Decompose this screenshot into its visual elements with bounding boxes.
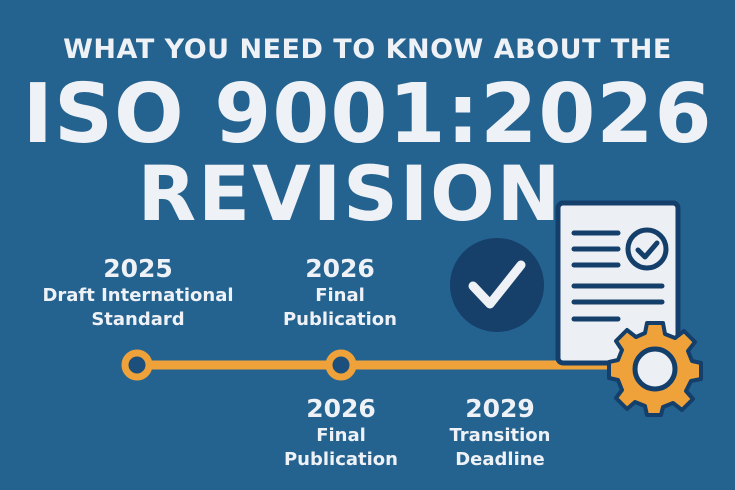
title-line-2: ISO 9001:2026 [22, 67, 713, 162]
milestone-desc: Transition [449, 425, 551, 446]
milestone-year: 2026 [306, 394, 376, 423]
milestone-desc: Standard [91, 309, 185, 330]
milestone-top-2: 2026 Final Publication [230, 254, 450, 332]
milestone-desc: Publication [282, 309, 397, 330]
milestone-year: 2029 [465, 394, 535, 423]
milestone-year: 2026 [305, 254, 375, 283]
gear-icon [607, 321, 703, 417]
check-circle-icon [450, 238, 544, 332]
milestone-bottom-2: 2029 Transition Deadline [390, 394, 610, 472]
milestone-desc: Draft International [42, 285, 234, 306]
timeline-node-1 [121, 349, 153, 381]
title-line-1: WHAT YOU NEED TO KNOW ABOUT THE [63, 34, 672, 65]
milestone-desc: Final [316, 425, 366, 446]
milestone-desc: Publication [283, 449, 398, 470]
milestone-year: 2025 [103, 254, 173, 283]
milestone-desc: Deadline [455, 449, 545, 470]
milestone-desc: Final [315, 285, 365, 306]
milestone-top-1: 2025 Draft International Standard [28, 254, 248, 332]
title-line-3: REVISION [137, 149, 563, 238]
timeline-node-2 [325, 349, 357, 381]
milestone-bottom-1: 2026 Final Publication [231, 394, 451, 472]
